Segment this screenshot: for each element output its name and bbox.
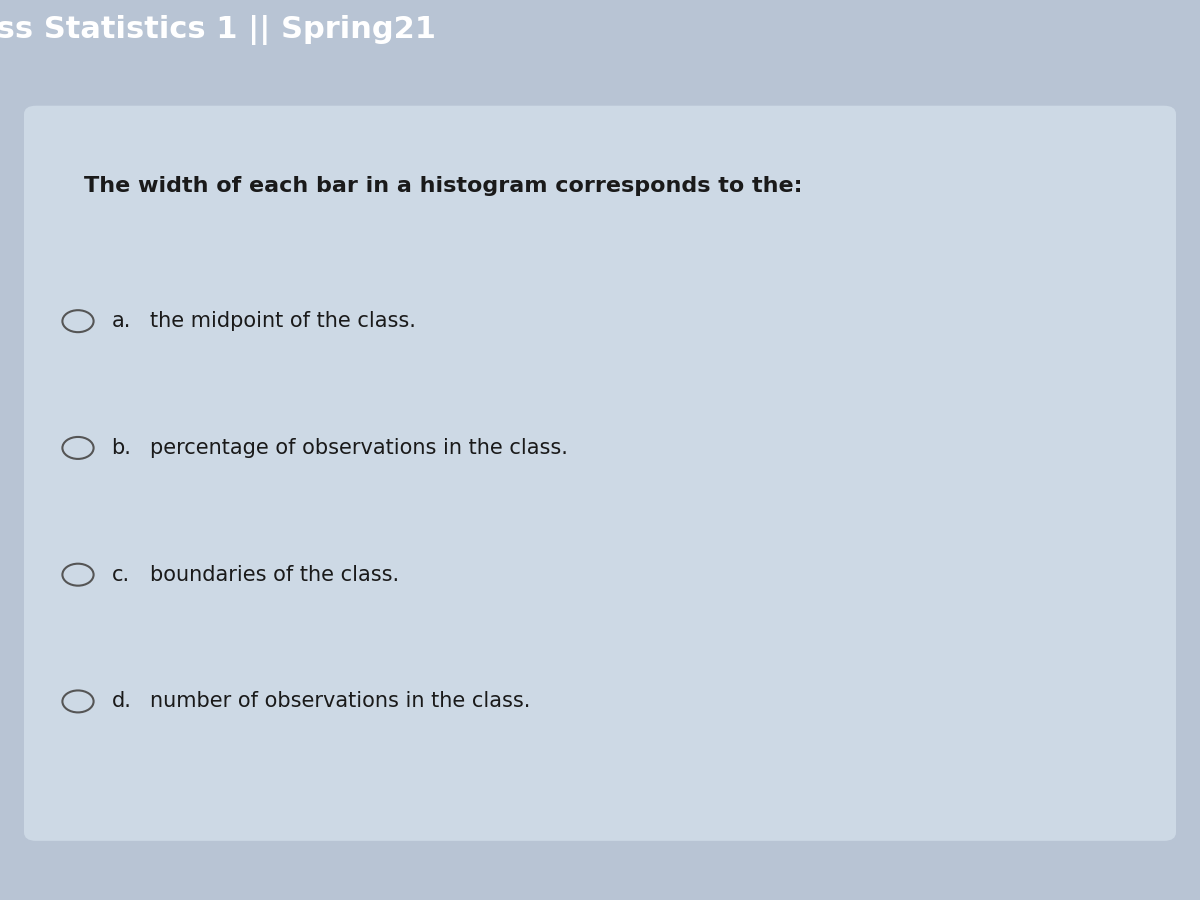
Text: c.: c. bbox=[112, 564, 130, 585]
Text: ess Statistics 1 || Spring21: ess Statistics 1 || Spring21 bbox=[0, 15, 436, 45]
Text: percentage of observations in the class.: percentage of observations in the class. bbox=[150, 438, 568, 458]
FancyBboxPatch shape bbox=[24, 105, 1176, 841]
Text: b.: b. bbox=[112, 438, 132, 458]
Text: the midpoint of the class.: the midpoint of the class. bbox=[150, 311, 416, 331]
Text: The width of each bar in a histogram corresponds to the:: The width of each bar in a histogram cor… bbox=[84, 176, 803, 196]
Text: number of observations in the class.: number of observations in the class. bbox=[150, 691, 530, 711]
Text: d.: d. bbox=[112, 691, 132, 711]
Text: boundaries of the class.: boundaries of the class. bbox=[150, 564, 400, 585]
Text: a.: a. bbox=[112, 311, 131, 331]
